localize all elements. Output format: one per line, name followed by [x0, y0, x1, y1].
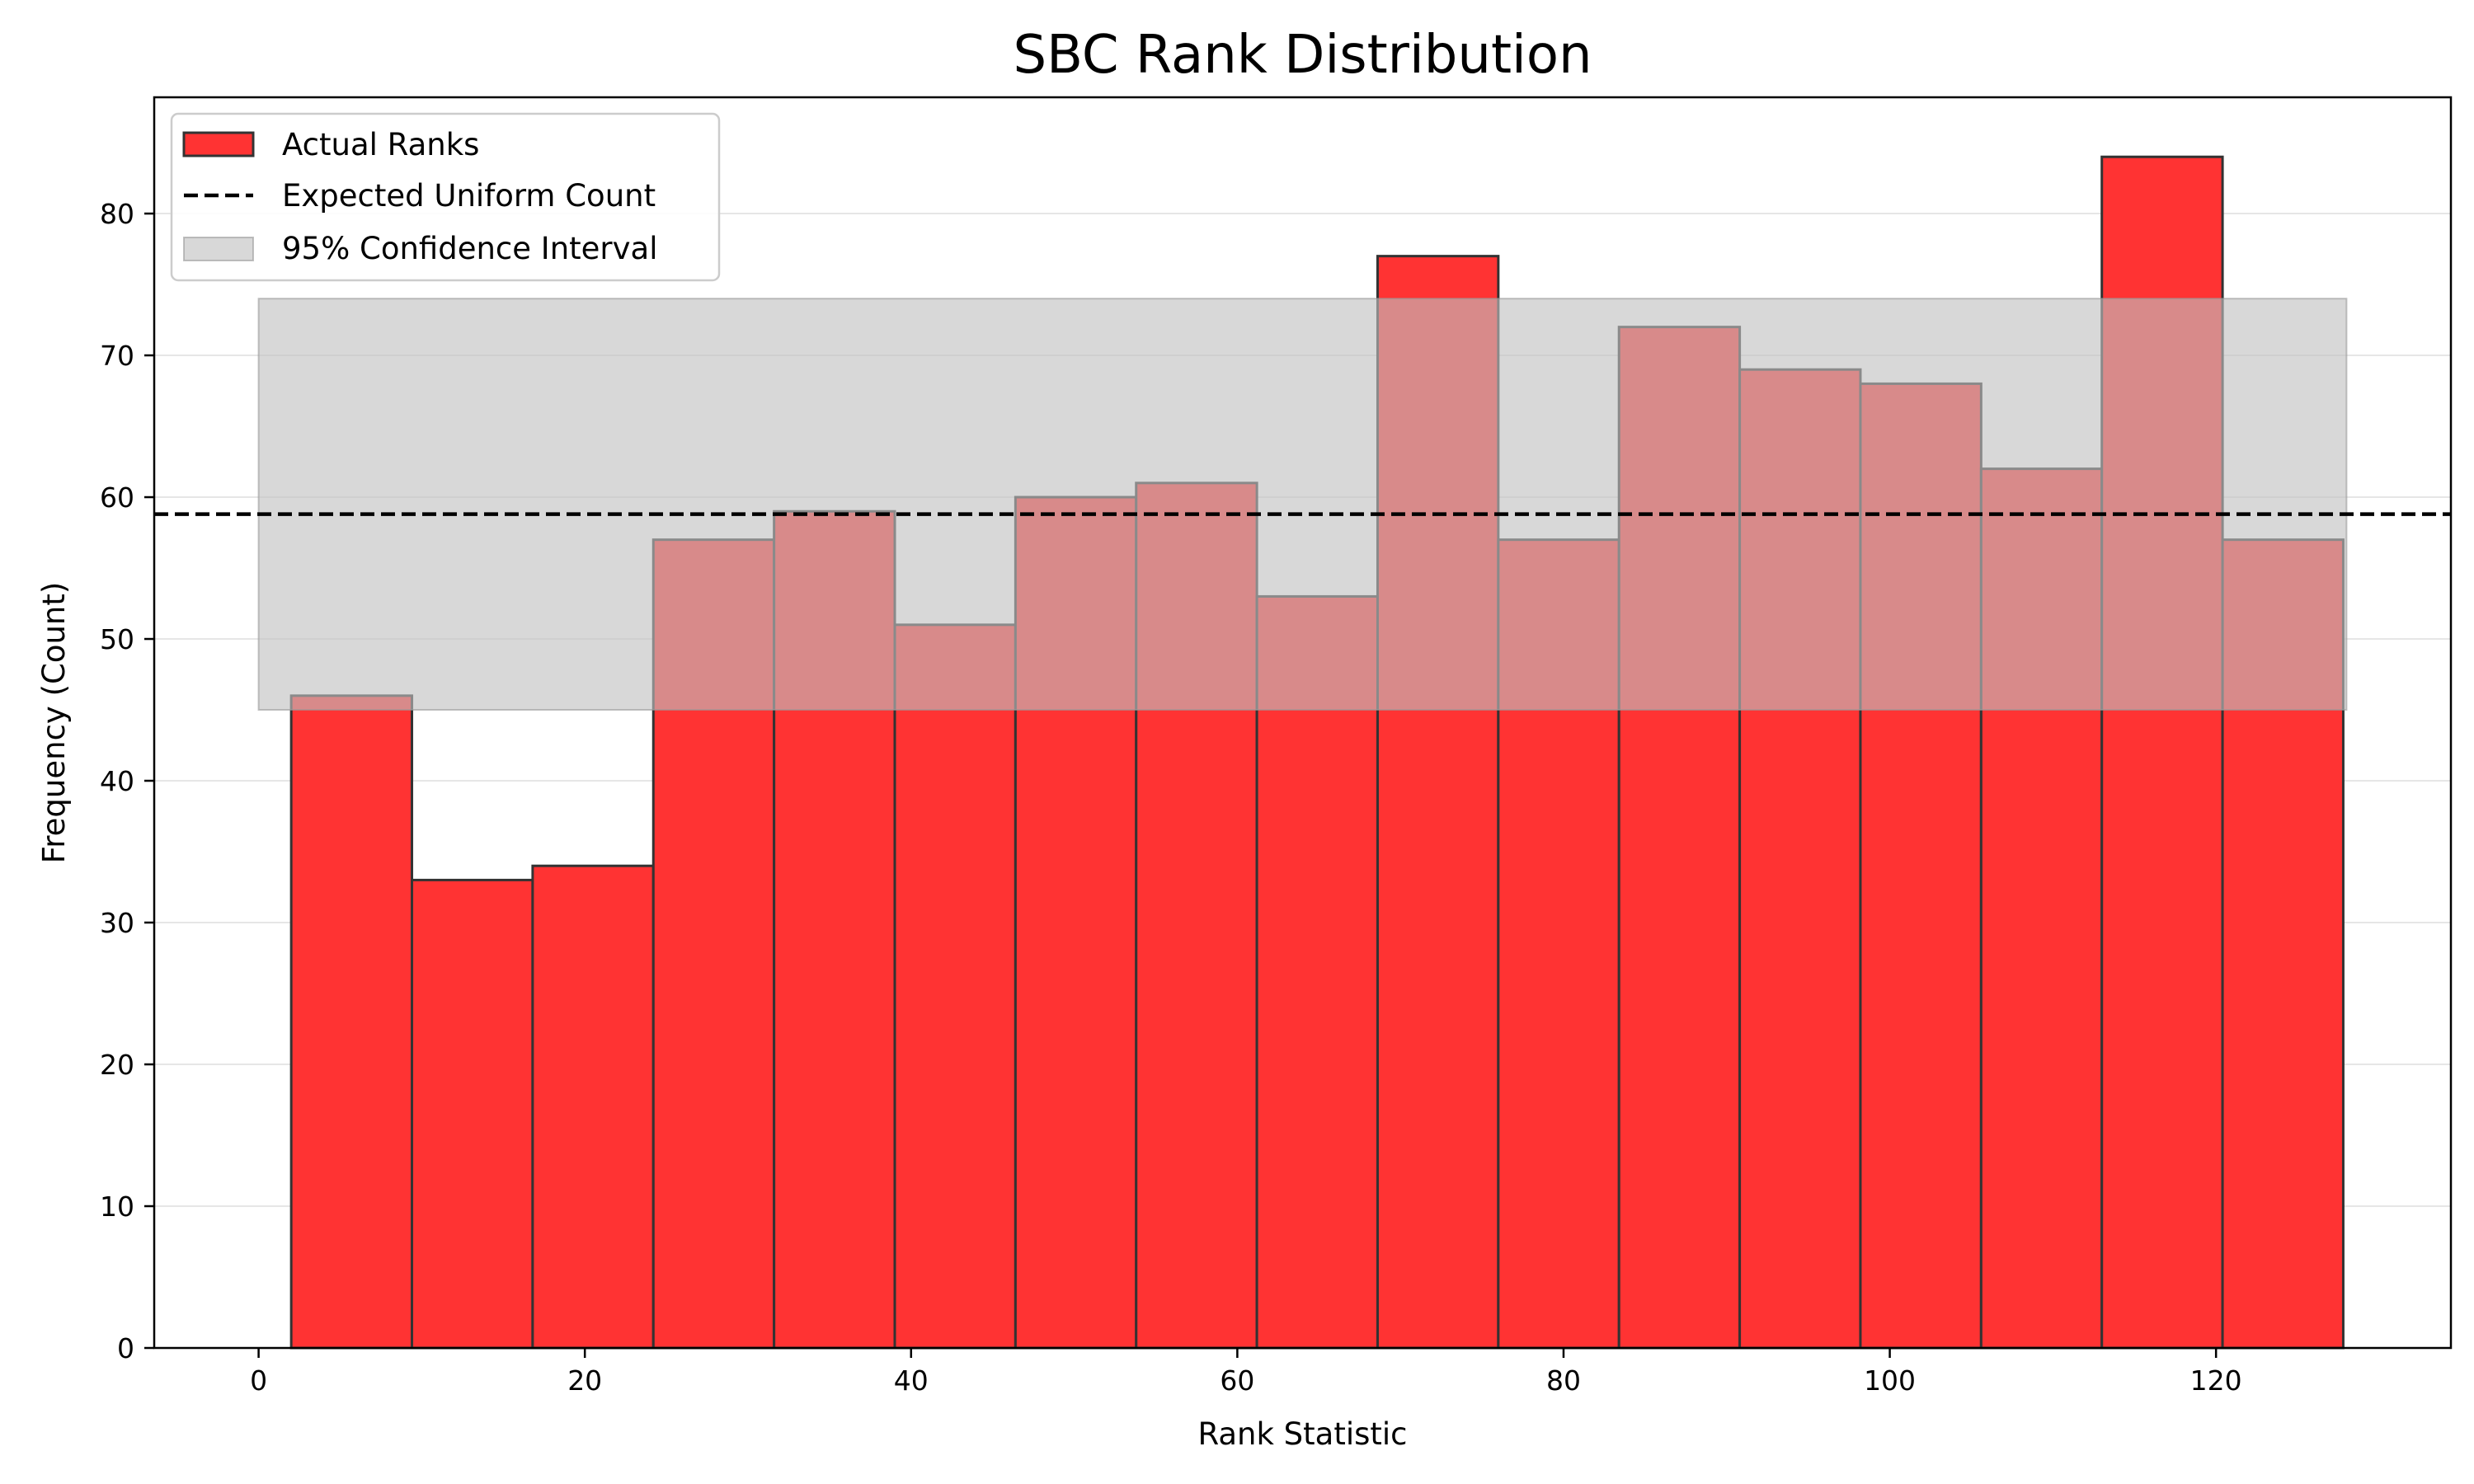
histogram-bar: [289, 694, 414, 1350]
legend-swatch-confidence-interval: [183, 237, 254, 261]
legend-label-expected-count: Expected Uniform Count: [282, 178, 656, 214]
y-tick-label: 70: [100, 340, 134, 372]
y-tick-label: 10: [100, 1190, 134, 1223]
legend-label-actual-ranks: Actual Ranks: [282, 127, 479, 162]
x-tick-label: 100: [1864, 1364, 1916, 1397]
band-layer: [257, 298, 2348, 711]
histogram-bar: [1255, 594, 1379, 1350]
y-axis-label: Frequency (Count): [36, 582, 72, 864]
x-tick-label: 60: [1220, 1364, 1254, 1397]
x-tick-label: 20: [567, 1364, 602, 1397]
chart-title: SBC Rank Distribution: [1013, 25, 1592, 86]
y-tick-label: 30: [100, 907, 134, 939]
bars-layer: [289, 155, 2345, 1350]
legend-swatch-actual-ranks: [182, 131, 255, 157]
y-tick-label: 40: [100, 765, 134, 797]
legend-label-confidence-interval: 95% Confidence Interval: [282, 231, 658, 266]
histogram-bar: [531, 864, 655, 1350]
y-tick-label: 0: [117, 1332, 134, 1364]
y-tick-label: 60: [100, 481, 134, 514]
x-tick-label: 80: [1546, 1364, 1581, 1397]
plot-frame: [153, 96, 2453, 1350]
y-tick-label: 50: [100, 623, 134, 655]
y-tick-label: 20: [100, 1049, 134, 1081]
legend-box: [170, 112, 721, 282]
y-tick-label: 80: [100, 198, 134, 230]
x-axis-label: Rank Statistic: [1197, 1416, 1407, 1452]
histogram-bar: [893, 623, 1017, 1350]
x-tick-label: 40: [894, 1364, 929, 1397]
x-tick-label: 0: [250, 1364, 267, 1397]
confidence-interval-band: [257, 298, 2348, 711]
legend-layer: Actual Ranks Expected Uniform Count 95% …: [170, 112, 721, 282]
axes-layer: 0 20 40 60 80 100 120 0 10 20 30 40 50 60 70 80: [100, 96, 2453, 1397]
histogram-bar: [411, 878, 534, 1350]
x-tick-label: 120: [2190, 1364, 2242, 1397]
